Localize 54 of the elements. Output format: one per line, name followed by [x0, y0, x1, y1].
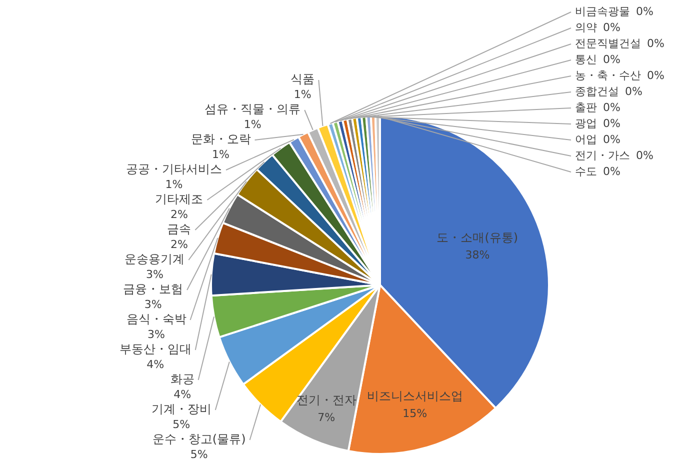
slice-label: 도・소매(유통) [436, 230, 518, 245]
slice-label: 운송용기계 [124, 252, 185, 266]
data-label: 38% [465, 248, 490, 262]
slice-label: 통신 [575, 52, 597, 66]
slice-label: 금속 [167, 222, 192, 236]
data-label: 3% [144, 298, 162, 311]
data-label: 3% [148, 328, 165, 341]
data-label: 0% [603, 164, 620, 178]
slice-label: 음식・숙박 [126, 312, 186, 326]
slice-label: 어업 [575, 132, 597, 146]
data-label: 0% [647, 68, 664, 82]
slice-label: 금융・보험 [123, 282, 184, 296]
data-label: 5% [172, 418, 190, 431]
slice-label: 비즈니스서비스업 [366, 389, 463, 404]
data-label: 0% [636, 148, 654, 162]
slice-label: 의약 [575, 20, 597, 34]
slice-label: 전문직별건설 [575, 36, 641, 50]
data-label: 4% [174, 388, 192, 401]
slice-label: 농・축・수산 [575, 68, 641, 82]
slice-label: 광업 [575, 116, 597, 130]
data-label: 0% [603, 116, 620, 130]
data-label: 1% [244, 118, 262, 131]
data-label: 1% [165, 178, 183, 191]
slice-label: 기계・장비 [151, 402, 212, 416]
slice-label: 전기・가스 [575, 148, 630, 162]
slice-label: 식품 [290, 72, 315, 86]
data-label: 0% [625, 84, 642, 98]
slice-label: 출판 [575, 100, 597, 114]
data-label: 4% [146, 358, 164, 371]
data-label: 1% [294, 88, 312, 101]
data-label: 0% [603, 20, 620, 34]
slice-label: 화공 [170, 372, 194, 386]
slice-label: 부동산・임대 [119, 342, 192, 356]
slice-label: 종합건설 [575, 84, 619, 98]
data-label: 5% [190, 448, 208, 461]
data-label: 2% [170, 208, 188, 221]
data-label: 15% [402, 406, 428, 420]
slice-label: 전기・전자 [296, 393, 356, 408]
data-label: 7% [318, 410, 336, 424]
slice-label: 운수・창고(물류) [152, 432, 246, 446]
data-label: 0% [603, 100, 620, 114]
data-label: 1% [212, 148, 230, 161]
data-label: 0% [603, 132, 620, 146]
data-label: 0% [636, 4, 654, 18]
slice-label: 문화・오락 [190, 132, 251, 146]
slice-label: 기타제조 [155, 192, 204, 206]
slice-label: 섬유・직물・의류 [204, 102, 301, 116]
slice-label: 공공・기타서비스 [126, 162, 222, 176]
data-label: 0% [603, 52, 620, 66]
slice-label: 수도 [575, 164, 597, 178]
data-label: 3% [146, 268, 164, 281]
data-label: 2% [170, 238, 188, 251]
data-label: 0% [647, 36, 664, 50]
slice-label: 비금속광물 [575, 4, 630, 18]
